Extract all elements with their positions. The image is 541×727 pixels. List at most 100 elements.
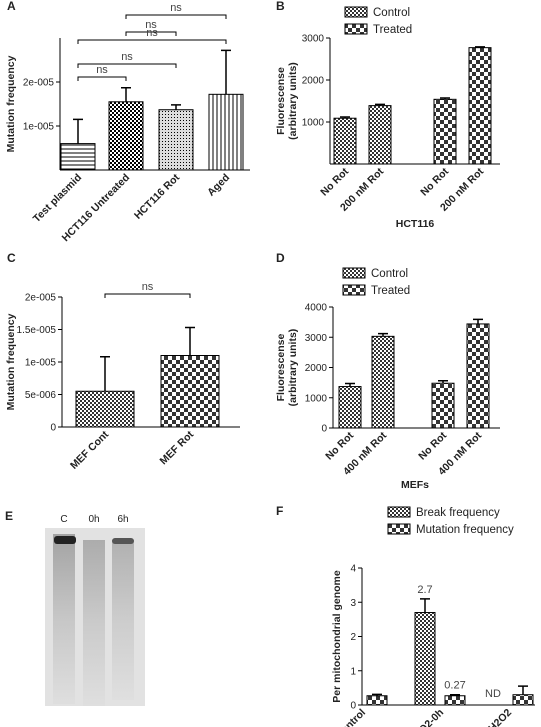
legend-label: Control: [373, 7, 410, 19]
significance-label: ns: [121, 51, 133, 63]
y-tick-label: 1.5e-005: [17, 325, 57, 336]
x-tick-label: No Rot: [318, 165, 351, 198]
panel-letter: C: [7, 251, 16, 265]
error-bar: [121, 86, 131, 102]
significance-bracket: [125, 14, 227, 19]
y-tick-label: 0: [350, 701, 356, 712]
legend-label: Treated: [373, 24, 412, 36]
y-tick-label: 5e-006: [25, 390, 57, 401]
legend-swatch: [342, 284, 366, 296]
legend-label: Break frequency: [416, 507, 500, 519]
panel-letter: E: [5, 509, 13, 523]
legend-swatch: [344, 23, 368, 35]
bar: [338, 386, 362, 429]
y-axis-label: Fluorescense: [275, 333, 287, 401]
error-bar: [73, 118, 83, 144]
error-bar: [438, 380, 448, 384]
legend-swatch: [387, 506, 411, 518]
error-bar: [340, 116, 350, 119]
significance-label: ns: [146, 27, 158, 39]
bar: [468, 47, 492, 165]
significance-label: ns: [142, 281, 154, 293]
y-tick-label: 2e-005: [25, 293, 57, 304]
y-axis-label: Per mitochondrial genome: [331, 570, 343, 703]
bar: [431, 382, 455, 429]
y-axis-label: (arbitrary units): [287, 62, 299, 140]
legend-label: Control: [371, 268, 408, 280]
error-bar: [420, 598, 430, 613]
x-tick-label: No Rot: [416, 429, 449, 462]
gel-lane: [53, 534, 75, 704]
legend-swatch: [387, 523, 411, 535]
x-tick-label: HCT116 Rot: [132, 171, 183, 222]
significance-label: ns: [145, 19, 157, 31]
significance-bracket: [104, 293, 191, 298]
bar: [433, 98, 457, 165]
y-tick-label: 3000: [305, 333, 328, 344]
y-tick-label: 2000: [305, 363, 328, 374]
y-tick-label: 1e-005: [25, 358, 57, 369]
x-tick-label: Test plasmid: [31, 172, 84, 225]
y-tick-label: 1000: [305, 393, 328, 404]
lane-label: C: [60, 514, 67, 525]
bar: [371, 335, 395, 429]
error-bar: [450, 693, 460, 696]
significance-bracket: [125, 31, 177, 36]
error-bar: [440, 97, 450, 100]
y-tick-label: 1: [350, 666, 356, 677]
bar: [333, 117, 357, 165]
legend-swatch: [342, 267, 366, 279]
x-tick-label: 4 x H2O2: [474, 707, 514, 727]
gel-band: [112, 538, 134, 544]
error-bar: [185, 326, 195, 356]
error-bar: [518, 685, 528, 695]
panel-letter: F: [276, 504, 283, 518]
bar: [444, 695, 466, 706]
value-label: 0.27: [444, 680, 465, 692]
error-bar: [100, 356, 110, 392]
error-bar: [221, 49, 231, 95]
x-axis-label: MEFs: [401, 479, 429, 491]
legend-label: Treated: [371, 285, 410, 297]
gel-panel: E C 0h 6h: [5, 509, 145, 706]
y-tick-label: 2e-005: [23, 78, 55, 89]
x-tick-label: No Rot: [418, 165, 451, 198]
significance-label: ns: [170, 2, 182, 14]
lane-label: 0h: [88, 514, 99, 525]
significance-bracket: [77, 39, 227, 44]
panel-letter: B: [276, 0, 285, 13]
error-bar: [372, 693, 382, 696]
gel-lane: [83, 540, 105, 706]
y-tick-label: 2: [350, 632, 356, 643]
x-tick-label: H2O2-0h: [407, 707, 446, 727]
y-tick-label: 2000: [302, 76, 325, 87]
y-axis-label: (arbitrary units): [287, 329, 299, 407]
bar: [160, 355, 220, 428]
gel-lane: [112, 540, 134, 700]
y-tick-label: 4000: [305, 303, 328, 314]
error-bar: [171, 104, 181, 110]
bar: [414, 612, 436, 706]
bar: [366, 695, 388, 706]
bar: [158, 109, 194, 171]
error-bar: [473, 318, 483, 324]
y-tick-label: 1e-005: [23, 122, 55, 133]
y-tick-label: 3: [350, 598, 356, 609]
x-axis-label: HCT116: [396, 218, 435, 230]
value-label: ND: [485, 688, 501, 700]
bar: [512, 694, 534, 706]
bar: [60, 143, 96, 171]
bar: [208, 93, 244, 171]
error-bar: [475, 46, 485, 48]
panel-letter: A: [7, 0, 16, 13]
y-axis-label: Mutation frequency: [5, 55, 17, 152]
y-tick-label: 0: [50, 423, 56, 434]
lane-label: 6h: [117, 514, 128, 525]
y-tick-label: 4: [350, 564, 356, 575]
significance-bracket: [77, 63, 177, 68]
y-tick-label: 1000: [302, 118, 325, 129]
significance-bracket: [77, 76, 127, 81]
bar: [466, 323, 490, 429]
legend-label: Mutation frequency: [416, 524, 514, 536]
